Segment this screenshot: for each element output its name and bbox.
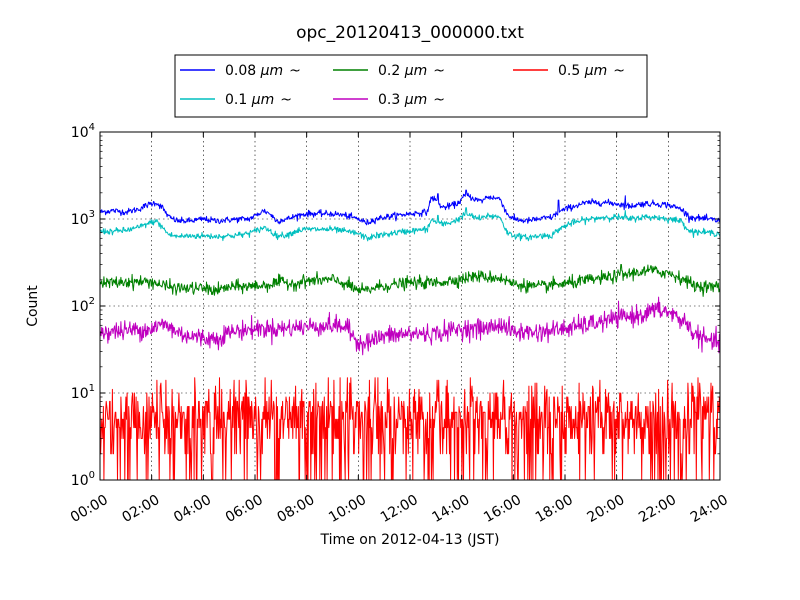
y-tick-label: 100 bbox=[71, 470, 95, 489]
y-tick-label: 103 bbox=[71, 209, 95, 228]
y-tick-label: 102 bbox=[71, 296, 95, 315]
legend-label: 0.5 μm ~ bbox=[558, 63, 625, 79]
legend-label: 0.1 μm ~ bbox=[225, 92, 292, 108]
series-line bbox=[100, 189, 720, 226]
data-series bbox=[100, 189, 720, 480]
series-line bbox=[100, 377, 720, 480]
legend-label: 0.08 μm ~ bbox=[225, 63, 301, 79]
y-axis-label: Count bbox=[25, 285, 41, 327]
legend-box bbox=[174, 54, 648, 118]
y-tick-label: 101 bbox=[71, 383, 95, 402]
series-line bbox=[100, 264, 720, 297]
legend-label: 0.2 μm ~ bbox=[378, 63, 445, 79]
x-axis-label: Time on 2012-04-13 (JST) bbox=[320, 532, 500, 548]
legend: 0.08 μm ~ 0.2 μm ~ 0.5 μm ~ 0.1 μm ~ 0.3 μm ~ bbox=[174, 54, 648, 118]
y-tick-label: 104 bbox=[71, 122, 95, 141]
legend-label: 0.3 μm ~ bbox=[378, 92, 445, 108]
series-line bbox=[100, 207, 720, 242]
chart-title: opc_20120413_000000.txt bbox=[296, 23, 524, 43]
series-line bbox=[100, 296, 720, 356]
